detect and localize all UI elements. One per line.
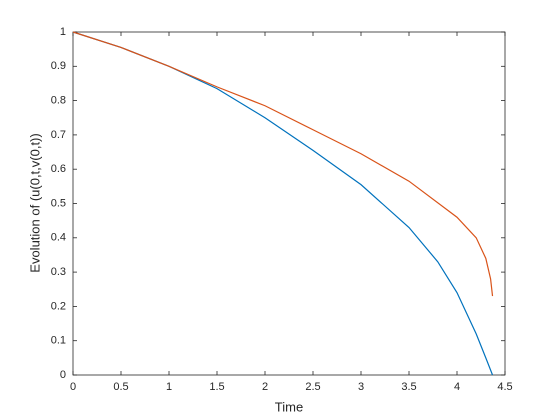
- y-tick-label: 0.6: [51, 163, 66, 175]
- x-tick-label: 2: [262, 381, 268, 393]
- y-tick-label: 0: [60, 369, 66, 381]
- y-tick-label: 0.8: [51, 95, 66, 107]
- x-tick-label: 4.5: [497, 381, 512, 393]
- y-tick-label: 0.1: [51, 335, 66, 347]
- y-tick-label: 0.4: [51, 232, 66, 244]
- x-tick-label: 2.5: [305, 381, 320, 393]
- x-tick-label: 3.5: [401, 381, 416, 393]
- x-tick-label: 0: [70, 381, 76, 393]
- x-tick-label: 4: [454, 381, 460, 393]
- y-tick-label: 0.9: [51, 60, 66, 72]
- y-tick-label: 0.2: [51, 300, 66, 312]
- y-tick-label: 0.7: [51, 129, 66, 141]
- x-tick-label: 1: [166, 381, 172, 393]
- y-tick-label: 0.3: [51, 266, 66, 278]
- y-tick-label: 0.5: [51, 197, 66, 209]
- x-tick-label: 1.5: [209, 381, 224, 393]
- y-tick-label: 1: [60, 26, 66, 38]
- x-axis-label: Time: [275, 399, 303, 414]
- x-tick-label: 3: [358, 381, 364, 393]
- data-line: [72, 31, 494, 297]
- x-tick-label: 0.5: [113, 381, 128, 393]
- plot-area: [72, 31, 506, 376]
- y-axis-label: Evolution of (u(0,t,v(0,t)): [27, 133, 42, 272]
